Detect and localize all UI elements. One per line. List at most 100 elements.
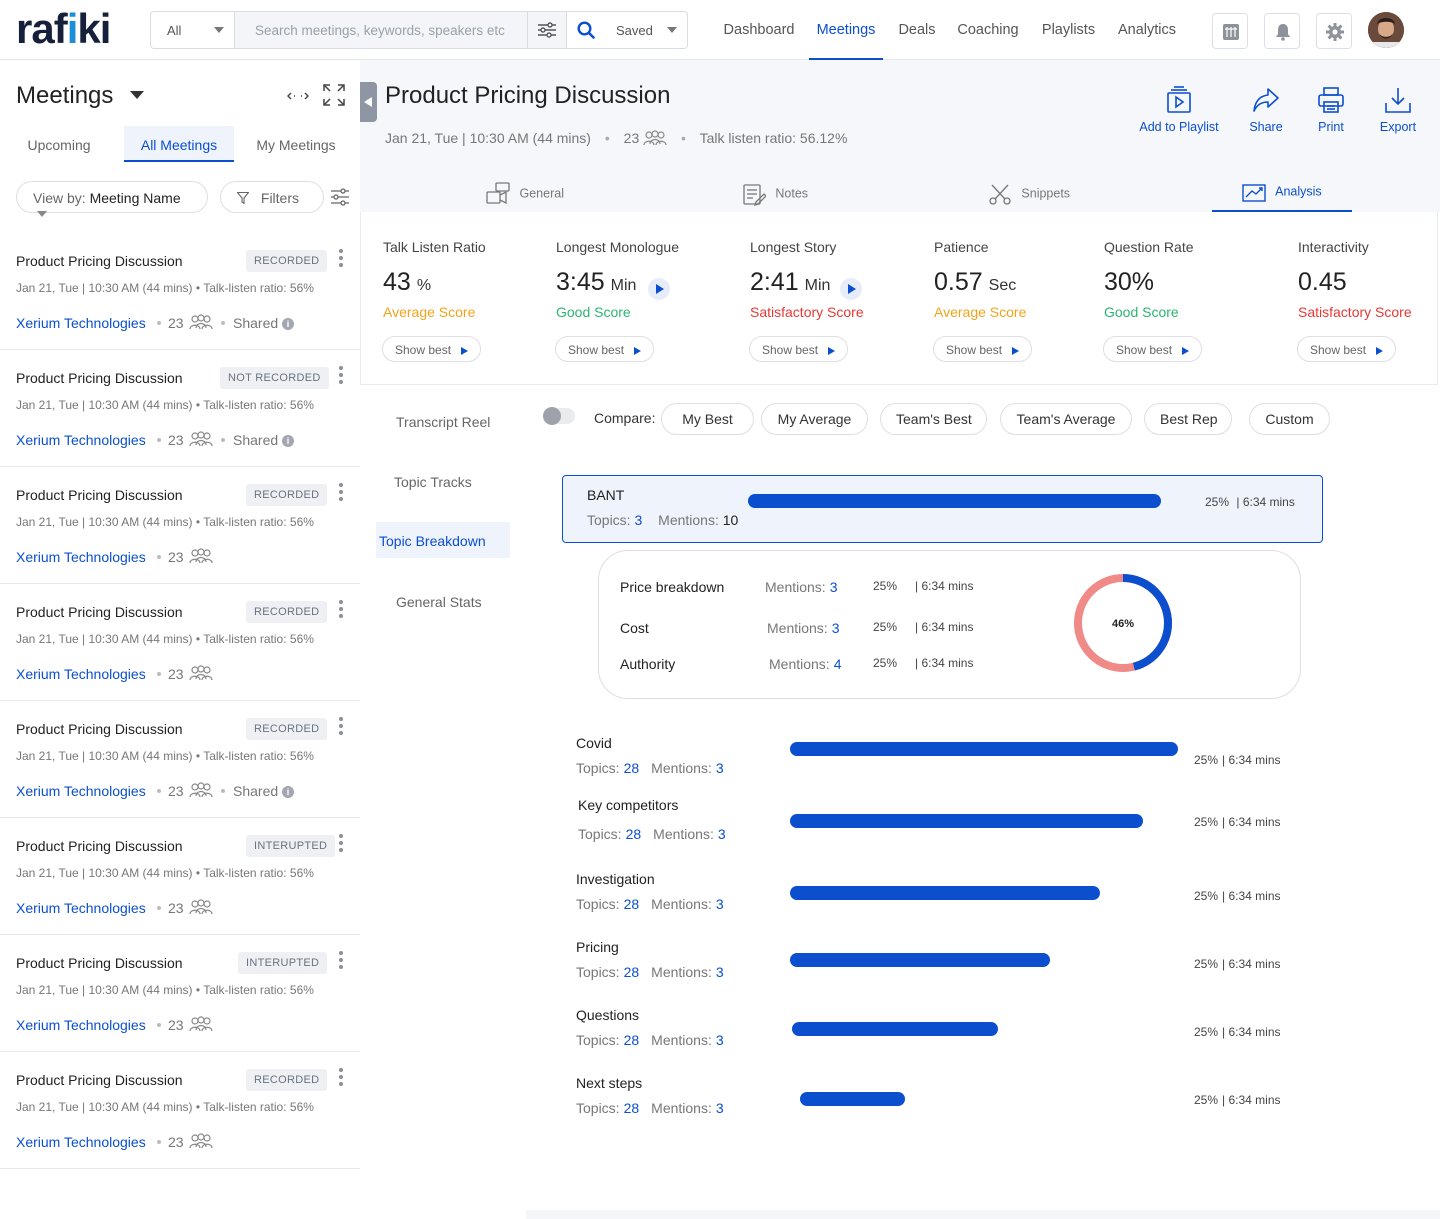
apps-button[interactable] — [1212, 13, 1248, 49]
nav-coaching[interactable]: Coaching — [957, 22, 1019, 38]
analysis-nav-transcript-reel[interactable]: Transcript Reel — [396, 414, 491, 430]
bant-bar — [748, 494, 1161, 508]
tab-general[interactable]: General — [466, 174, 584, 212]
search-button[interactable] — [566, 12, 604, 48]
meeting-card-title: Product Pricing Discussion — [16, 604, 183, 620]
meeting-card[interactable]: Product Pricing Discussion INTERUPTED Jan … — [0, 818, 360, 935]
compare-option[interactable]: My Best — [661, 403, 754, 435]
show-best-button[interactable]: Show best — [933, 336, 1033, 362]
company-link[interactable]: Xerium Technologies — [16, 432, 146, 448]
play-icon[interactable] — [648, 278, 670, 300]
print-button[interactable]: Print — [1307, 86, 1355, 134]
meeting-card[interactable]: Product Pricing Discussion RECORDED Jan 21… — [0, 701, 360, 818]
share-button[interactable]: Share — [1242, 86, 1290, 134]
more-menu-icon[interactable] — [339, 951, 343, 972]
more-menu-icon[interactable] — [339, 1068, 343, 1089]
filters-button[interactable]: Filters — [220, 181, 324, 213]
company-link[interactable]: Xerium Technologies — [16, 783, 146, 799]
nav-playlists[interactable]: Playlists — [1041, 22, 1096, 38]
sidebar-title-text: Meetings — [16, 82, 114, 109]
company-link[interactable]: Xerium Technologies — [16, 1017, 146, 1033]
tab-snippets[interactable]: Snippets — [964, 174, 1094, 212]
show-best-button[interactable]: Show best — [555, 336, 655, 362]
add-to-playlist-button[interactable]: Add to Playlist — [1132, 86, 1226, 134]
compare-option[interactable]: Best Rep — [1144, 403, 1232, 435]
company-link[interactable]: Xerium Technologies — [16, 549, 146, 565]
tab-notes[interactable]: Notes — [720, 174, 830, 212]
play-icon[interactable] — [840, 278, 862, 300]
meeting-card[interactable]: Product Pricing Discussion RECORDED Jan 21… — [0, 1052, 360, 1169]
metric-score: Satisfactory Score — [750, 304, 864, 320]
company-link[interactable]: Xerium Technologies — [16, 666, 146, 682]
user-avatar[interactable] — [1368, 12, 1404, 48]
compare-option[interactable]: Team's Average — [1000, 403, 1132, 435]
show-best-button[interactable]: Show best — [1103, 336, 1203, 362]
company-link[interactable]: Xerium Technologies — [16, 1134, 146, 1150]
collapse-sidebar-button[interactable] — [360, 82, 377, 122]
separator-dot — [157, 1023, 161, 1027]
more-menu-icon[interactable] — [339, 717, 343, 738]
saved-searches-dropdown[interactable]: Saved — [604, 11, 688, 49]
meeting-card[interactable]: Product Pricing Discussion INTERUPTED Jan … — [0, 935, 360, 1052]
topic-name: Key competitors — [578, 797, 679, 813]
show-best-button[interactable]: Show best — [1297, 336, 1397, 362]
info-icon[interactable]: i — [282, 786, 294, 798]
more-menu-icon[interactable] — [339, 366, 343, 387]
more-menu-icon[interactable] — [339, 249, 343, 270]
tab-all-meetings[interactable]: All Meetings — [124, 126, 234, 162]
camera-chat-icon — [486, 182, 510, 205]
tab-my-meetings[interactable]: My Meetings — [256, 137, 336, 153]
nav-meetings[interactable]: Meetings — [809, 0, 883, 60]
compare-toggle[interactable] — [543, 407, 575, 425]
meeting-card[interactable]: Product Pricing Discussion RECORDED Jan 21… — [0, 233, 360, 350]
show-best-button[interactable]: Show best — [382, 336, 482, 362]
info-icon[interactable]: i — [282, 435, 294, 447]
tab-analysis[interactable]: Analysis — [1212, 174, 1352, 212]
more-menu-icon[interactable] — [339, 483, 343, 504]
nav-dashboard[interactable]: Dashboard — [723, 22, 795, 38]
info-icon[interactable]: i — [282, 318, 294, 330]
rafiki-logo[interactable]: rafiki — [16, 5, 111, 52]
settings-button[interactable] — [1316, 13, 1352, 49]
company-link[interactable]: Xerium Technologies — [16, 315, 146, 331]
show-best-button[interactable]: Show best — [749, 336, 849, 362]
nav-deals[interactable]: Deals — [898, 22, 936, 38]
metric-card: Question Rate 30% Good Score Show best — [1103, 212, 1254, 385]
tab-upcoming[interactable]: Upcoming — [27, 137, 91, 153]
meeting-card[interactable]: Product Pricing Discussion RECORDED Jan 21… — [0, 467, 360, 584]
search-input[interactable] — [235, 12, 527, 48]
fullscreen-icon[interactable] — [323, 84, 345, 106]
bant-topic-row[interactable]: BANT Topics: 3 Mentions: 10 25% | 6:34 m… — [562, 475, 1323, 543]
export-button[interactable]: Export — [1373, 86, 1423, 134]
compare-option[interactable]: Team's Best — [880, 403, 987, 435]
more-menu-icon[interactable] — [339, 600, 343, 621]
topic-topics-value: 28 — [623, 760, 640, 776]
nav-analytics[interactable]: Analytics — [1117, 22, 1177, 38]
sort-settings-icon[interactable] — [331, 188, 349, 206]
meeting-card[interactable]: Product Pricing Discussion RECORDED Jan 21… — [0, 584, 360, 701]
analysis-nav-topic-breakdown[interactable]: Topic Breakdown — [376, 522, 510, 558]
bant-pct-value: 25% — [1205, 495, 1230, 509]
sidebar-title[interactable]: Meetings — [16, 82, 145, 110]
topic-topics-label: Topics: — [578, 826, 622, 842]
compare-option[interactable]: My Average — [761, 403, 868, 435]
saved-label: Saved — [616, 23, 653, 38]
analysis-nav-general-stats[interactable]: General Stats — [396, 594, 482, 610]
topic-duration: | 6:34 mins — [1222, 1025, 1281, 1039]
topic-mentions-value: 3 — [715, 1032, 724, 1048]
search-filter-button[interactable] — [527, 12, 566, 48]
analysis-nav-topic-tracks[interactable]: Topic Tracks — [394, 474, 472, 490]
meeting-card[interactable]: Product Pricing Discussion NOT RECORDED Ja… — [0, 350, 360, 467]
topic-bar — [790, 814, 1143, 828]
topic-topics-value: 28 — [623, 896, 640, 912]
expand-horizontal-icon[interactable] — [287, 91, 309, 101]
more-menu-icon[interactable] — [339, 834, 343, 855]
download-icon — [1385, 88, 1411, 113]
notifications-button[interactable] — [1264, 13, 1300, 49]
view-by-dropdown[interactable]: View by: Meeting Name — [16, 181, 208, 217]
company-link[interactable]: Xerium Technologies — [16, 900, 146, 916]
compare-option[interactable]: Custom — [1249, 403, 1330, 435]
sliders-icon — [538, 22, 556, 38]
search-scope-dropdown[interactable]: All — [151, 12, 235, 48]
bant-topics-value: 3 — [634, 512, 643, 528]
